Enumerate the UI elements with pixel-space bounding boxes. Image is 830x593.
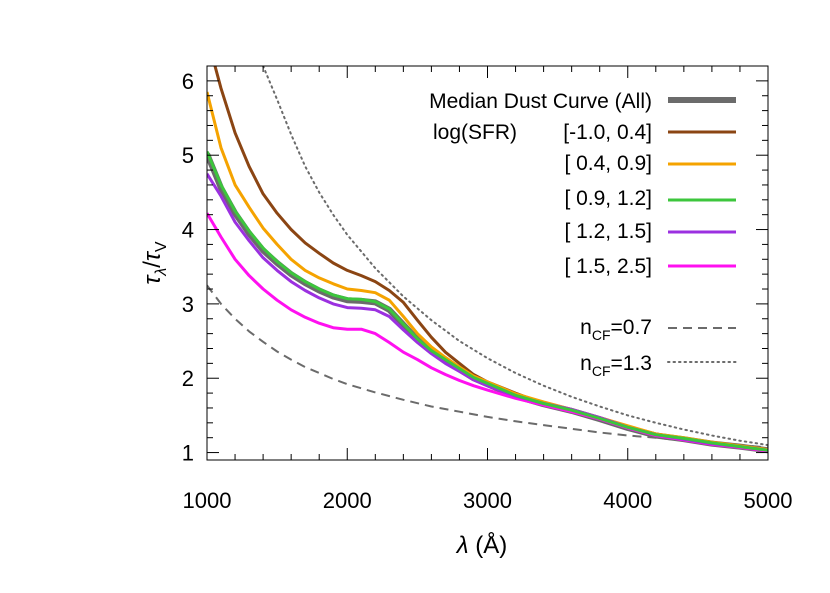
x-tick-label: 4000 xyxy=(603,488,652,513)
y-tick-label: 2 xyxy=(182,366,194,391)
y-tick-label: 1 xyxy=(182,441,194,466)
legend-label-sfr-3: [ 0.9, 1.2] xyxy=(564,187,652,210)
y-tick-label: 3 xyxy=(182,292,194,317)
axis-ticks: 1000 2000 3000 4000 5000 1 2 3 4 5 6 xyxy=(182,66,793,513)
y-tick-label: 4 xyxy=(182,218,194,243)
legend-label-sfr-2: [ 0.4, 0.9] xyxy=(564,152,652,175)
y-axis-title: τλ/τV xyxy=(139,241,170,285)
y-title-slash: / xyxy=(139,261,166,268)
ncf07-tail: =0.7 xyxy=(611,316,652,339)
ncf07-main: n xyxy=(580,316,592,339)
series-line-4 xyxy=(207,173,768,452)
y-title-denominator-sub: V xyxy=(153,241,170,252)
series-layer xyxy=(207,66,768,454)
legend: Median Dust Curve (All) log(SFR) [-1.0, … xyxy=(429,90,737,379)
legend-label-sfr-4: [ 1.2, 1.5] xyxy=(564,220,652,243)
legend-label-ncf-07: nCF=0.7 xyxy=(580,316,652,343)
series-line-0 xyxy=(207,152,768,454)
y-title-numerator: τ xyxy=(139,274,166,285)
y-title-denominator: τ xyxy=(139,250,166,261)
x-axis-title-text: λ (Å) xyxy=(455,531,507,559)
y-tick-label: 6 xyxy=(182,69,194,94)
y-title-numerator-sub: λ xyxy=(153,268,170,277)
x-tick-label: 1000 xyxy=(183,488,232,513)
x-title-unit: (Å) xyxy=(469,531,508,559)
y-tick-label: 5 xyxy=(182,143,194,168)
x-tick-label: 3000 xyxy=(463,488,512,513)
x-axis-title: λ (Å) xyxy=(455,531,507,559)
ncf13-main: n xyxy=(580,352,592,375)
ncf13-tail: =1.3 xyxy=(611,352,652,375)
series-line-7 xyxy=(262,66,768,447)
legend-header-logsfr: log(SFR) xyxy=(433,121,517,144)
x-title-lambda: λ xyxy=(455,532,469,559)
legend-label-median: Median Dust Curve (All) xyxy=(429,90,652,113)
ncf07-sub: CF xyxy=(592,327,611,343)
ncf13-sub: CF xyxy=(592,363,611,379)
legend-label-sfr-1: [-1.0, 0.4] xyxy=(563,121,652,144)
series-line-3 xyxy=(207,150,768,452)
series-line-5 xyxy=(207,212,768,453)
x-tick-label: 5000 xyxy=(744,488,793,513)
legend-label-ncf-13: nCF=1.3 xyxy=(580,352,652,379)
x-tick-label: 2000 xyxy=(323,488,372,513)
legend-label-sfr-5: [ 1.5, 2.5] xyxy=(564,255,652,278)
